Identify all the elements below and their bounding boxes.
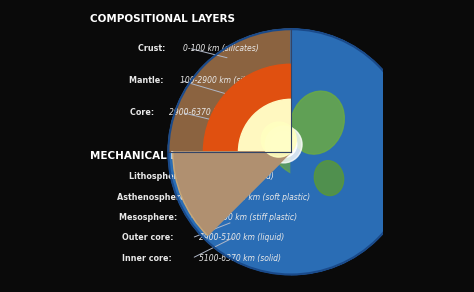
Text: COMPOSITIONAL LAYERS: COMPOSITIONAL LAYERS	[90, 14, 235, 24]
Wedge shape	[173, 152, 291, 235]
Circle shape	[261, 122, 296, 157]
Text: Asthenosphere:: Asthenosphere:	[117, 193, 192, 201]
Text: 0-100 km (rigid): 0-100 km (rigid)	[212, 172, 274, 181]
Text: Mesosphere:: Mesosphere:	[119, 213, 180, 222]
Wedge shape	[168, 29, 291, 152]
Text: Lithosphere:: Lithosphere:	[129, 172, 189, 181]
Circle shape	[268, 91, 355, 178]
Text: Crust:: Crust:	[138, 44, 168, 53]
Wedge shape	[291, 29, 414, 274]
Circle shape	[271, 131, 297, 158]
Text: 2900-5100 km (liquid): 2900-5100 km (liquid)	[199, 234, 284, 242]
Text: 100-350 km (soft plastic): 100-350 km (soft plastic)	[214, 193, 310, 201]
Wedge shape	[174, 152, 291, 234]
Text: 2900-6370 km (iron, nickel): 2900-6370 km (iron, nickel)	[169, 108, 275, 117]
Text: 5100-6370 km (solid): 5100-6370 km (solid)	[199, 254, 281, 263]
Circle shape	[265, 126, 302, 163]
Text: Inner core:: Inner core:	[122, 254, 174, 263]
Text: 0-100 km (silicates): 0-100 km (silicates)	[182, 44, 258, 53]
Text: Core:: Core:	[130, 108, 157, 117]
Wedge shape	[238, 99, 291, 152]
Wedge shape	[174, 35, 291, 152]
Ellipse shape	[290, 91, 344, 154]
Circle shape	[168, 29, 414, 274]
Text: Outer core:: Outer core:	[122, 234, 176, 242]
Text: MECHANICAL LAYERS: MECHANICAL LAYERS	[91, 151, 214, 161]
Text: 350-2900 km (stiff plastic): 350-2900 km (stiff plastic)	[196, 213, 297, 222]
Text: 100-2900 km (silicates): 100-2900 km (silicates)	[180, 76, 271, 85]
Circle shape	[297, 152, 344, 199]
Wedge shape	[203, 64, 291, 152]
Text: Mantle:: Mantle:	[129, 76, 166, 85]
Ellipse shape	[314, 161, 344, 196]
